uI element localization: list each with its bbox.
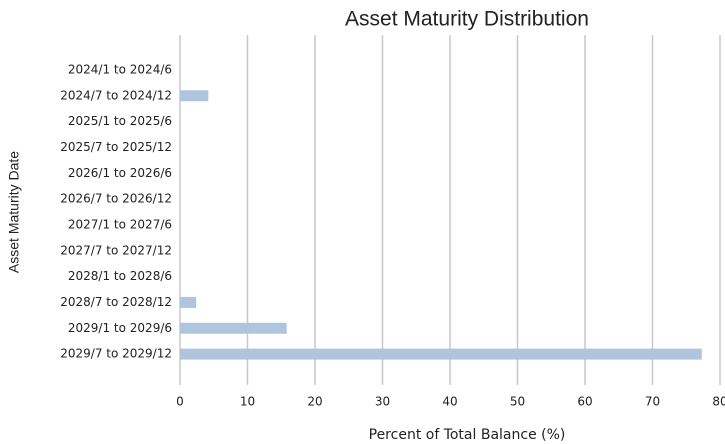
y-tick-label: 2029/7 to 2029/12	[60, 347, 172, 361]
y-tick-label: 2025/1 to 2025/6	[68, 114, 172, 128]
y-tick-label: 2024/7 to 2024/12	[60, 88, 172, 102]
x-tick-label: 20	[307, 395, 322, 409]
bar	[180, 322, 287, 334]
x-axis-label: Percent of Total Balance (%)	[369, 427, 566, 443]
y-tick-label: 2027/1 to 2027/6	[68, 217, 172, 231]
y-tick-label: 2028/1 to 2028/6	[68, 269, 172, 283]
y-axis-label: Asset Maturity Date	[6, 151, 22, 273]
y-tick-label: 2029/1 to 2029/6	[68, 321, 172, 335]
x-tick-label: 50	[510, 395, 525, 409]
y-tick-label: 2024/1 to 2024/6	[68, 62, 172, 76]
chart-title: Asset Maturity Distribution	[345, 8, 589, 31]
y-tick-label: 2027/7 to 2027/12	[60, 243, 172, 257]
bar	[180, 296, 197, 308]
bar	[180, 90, 209, 102]
x-tick-label: 40	[442, 395, 457, 409]
x-tick-label: 60	[577, 395, 592, 409]
y-tick-label: 2028/7 to 2028/12	[60, 295, 172, 309]
x-tick-label: 30	[375, 395, 390, 409]
y-tick-label: 2025/7 to 2025/12	[60, 140, 172, 154]
x-tick-label: 70	[645, 395, 660, 409]
y-tick-label: 2026/7 to 2026/12	[60, 192, 172, 206]
y-tick-label: 2026/1 to 2026/6	[68, 166, 172, 180]
x-tick-label: 0	[176, 395, 184, 409]
x-tick-label: 10	[240, 395, 255, 409]
bar	[180, 348, 702, 360]
x-tick-label: 80	[712, 395, 725, 409]
